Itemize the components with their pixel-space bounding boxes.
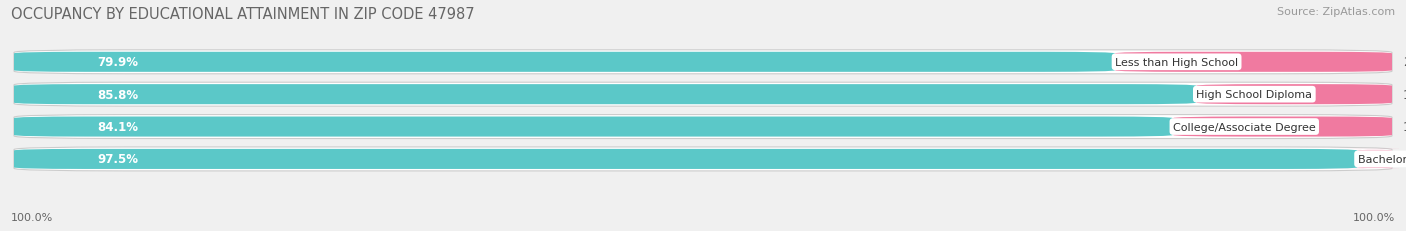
Text: Source: ZipAtlas.com: Source: ZipAtlas.com [1277, 7, 1395, 17]
FancyBboxPatch shape [1323, 149, 1406, 169]
FancyBboxPatch shape [14, 51, 1392, 74]
FancyBboxPatch shape [1115, 52, 1392, 73]
FancyBboxPatch shape [14, 83, 1392, 107]
Text: Bachelor's Degree or higher: Bachelor's Degree or higher [1358, 154, 1406, 164]
Text: 15.9%: 15.9% [1403, 121, 1406, 134]
Text: 97.5%: 97.5% [97, 153, 139, 166]
Text: 79.9%: 79.9% [97, 56, 139, 69]
FancyBboxPatch shape [14, 147, 1392, 171]
FancyBboxPatch shape [1173, 117, 1392, 137]
Text: 2.5%: 2.5% [1403, 153, 1406, 166]
FancyBboxPatch shape [14, 52, 1115, 73]
Text: 100.0%: 100.0% [11, 212, 53, 222]
Text: 85.8%: 85.8% [97, 88, 139, 101]
Text: Less than High School: Less than High School [1115, 58, 1239, 67]
FancyBboxPatch shape [14, 115, 1392, 139]
Text: 84.1%: 84.1% [97, 121, 139, 134]
FancyBboxPatch shape [14, 85, 1197, 105]
Text: 14.2%: 14.2% [1403, 88, 1406, 101]
FancyBboxPatch shape [14, 117, 1173, 137]
Text: 100.0%: 100.0% [1353, 212, 1395, 222]
Text: OCCUPANCY BY EDUCATIONAL ATTAINMENT IN ZIP CODE 47987: OCCUPANCY BY EDUCATIONAL ATTAINMENT IN Z… [11, 7, 475, 22]
Text: 20.1%: 20.1% [1403, 56, 1406, 69]
Text: College/Associate Degree: College/Associate Degree [1173, 122, 1316, 132]
Text: High School Diploma: High School Diploma [1197, 90, 1312, 100]
Legend: Owner-occupied, Renter-occupied: Owner-occupied, Renter-occupied [579, 228, 827, 231]
FancyBboxPatch shape [1197, 85, 1392, 105]
FancyBboxPatch shape [14, 149, 1358, 169]
